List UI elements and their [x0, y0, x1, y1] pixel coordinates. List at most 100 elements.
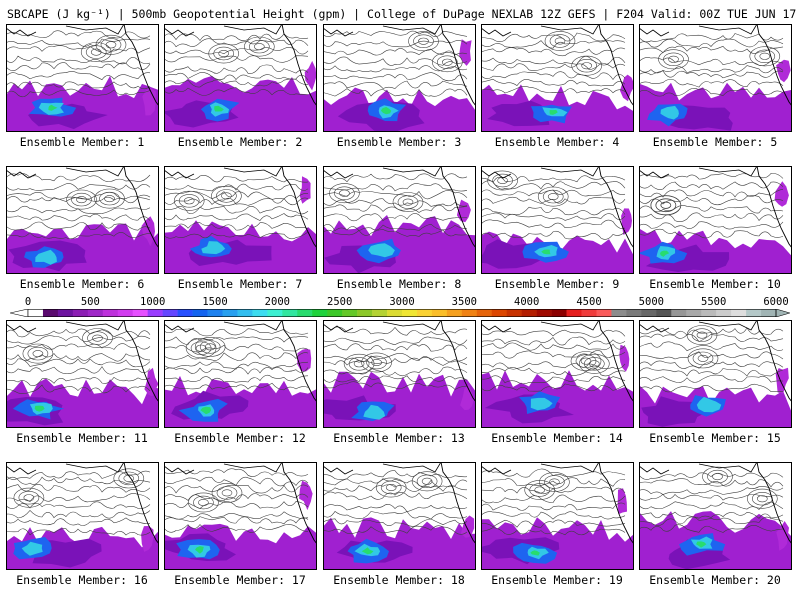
coastline	[598, 166, 634, 249]
height-contour	[639, 472, 784, 480]
height-contour	[76, 196, 87, 204]
colorbar-swatch	[192, 309, 208, 317]
height-contour	[481, 212, 626, 221]
colorbar-swatch	[581, 309, 597, 317]
colorbar-swatch	[252, 309, 268, 317]
coastline	[481, 166, 600, 179]
height-contour	[164, 183, 309, 192]
height-contour	[193, 495, 214, 510]
height-contour	[487, 170, 518, 191]
height-contour	[6, 183, 151, 191]
height-contour	[385, 483, 397, 491]
colorbar-swatch	[431, 309, 448, 317]
height-contour	[749, 46, 781, 67]
colorbar-tick-label: 6000	[763, 296, 789, 308]
height-contour	[254, 43, 265, 51]
height-contour	[6, 328, 151, 338]
height-contour	[481, 477, 626, 487]
ensemble-member-label: Ensemble Member: 17	[174, 573, 306, 587]
coastline	[164, 462, 283, 475]
height-contour	[13, 487, 45, 508]
height-contour	[164, 231, 309, 240]
sbcape-map	[481, 166, 634, 274]
coastline	[164, 24, 283, 37]
height-contour	[6, 205, 151, 215]
colorbar-arrow-right	[775, 309, 790, 317]
height-contour	[99, 191, 120, 206]
ensemble-member-label: Ensemble Member: 6	[19, 277, 145, 291]
height-contour	[94, 188, 125, 209]
colorbar-swatch	[416, 309, 433, 317]
height-contour	[639, 212, 784, 222]
height-contour	[6, 343, 151, 350]
height-contour	[639, 189, 784, 198]
height-contour	[639, 501, 784, 510]
height-contour	[323, 40, 468, 48]
height-contour	[6, 358, 151, 368]
coastline	[323, 320, 442, 333]
height-contour	[22, 343, 54, 364]
height-contour	[6, 366, 151, 375]
colorbar: 0 500 1000 1500 2000 2500 3000 3500 4000 4500 5000…	[10, 296, 790, 318]
height-contour	[380, 480, 402, 495]
height-contour	[323, 491, 468, 501]
height-contour	[27, 346, 49, 361]
height-contour	[6, 376, 151, 386]
coastline	[440, 166, 476, 249]
ensemble-panel-4	[481, 24, 634, 132]
height-contour	[663, 52, 684, 66]
height-contour	[164, 343, 309, 353]
height-contour	[323, 343, 468, 352]
height-contour	[323, 510, 468, 520]
ensemble-panel-1	[6, 24, 159, 132]
sbcape-map	[323, 320, 476, 428]
sbcape-map	[164, 166, 317, 274]
ensemble-panel-7	[164, 166, 317, 274]
height-contour	[639, 228, 784, 239]
ensemble-member-label: Ensemble Member: 18	[333, 573, 465, 587]
sbcape-map	[6, 320, 159, 428]
height-contour	[639, 374, 784, 384]
coastline	[281, 320, 317, 403]
height-contour	[164, 87, 309, 96]
height-contour	[759, 52, 771, 60]
height-contour	[549, 478, 560, 486]
sbcape-map	[481, 320, 634, 428]
ensemble-member-label: Ensemble Member: 20	[649, 573, 781, 587]
height-contour	[164, 213, 309, 221]
height-contour	[6, 335, 151, 345]
height-contour	[544, 475, 565, 489]
height-contour	[329, 183, 360, 204]
height-contour	[216, 189, 237, 203]
height-contour	[402, 198, 414, 206]
ensemble-member-label: Ensemble Member: 12	[174, 431, 306, 445]
height-contour	[481, 494, 626, 504]
height-contour	[6, 528, 151, 536]
height-contour	[343, 353, 375, 374]
colorbar-tick-label: 4500	[576, 296, 602, 308]
height-contour	[554, 37, 566, 45]
height-contour	[639, 367, 784, 377]
height-contour	[581, 62, 592, 70]
coastline	[639, 320, 758, 333]
height-contour	[323, 381, 468, 390]
sbcape-map	[164, 320, 317, 428]
height-contour	[164, 511, 309, 520]
height-contour	[188, 492, 219, 513]
height-contour	[323, 326, 468, 336]
colorbar-swatch	[357, 309, 373, 317]
height-contour	[481, 71, 626, 81]
height-contour	[164, 516, 309, 525]
colorbar-tick-label: 5500	[701, 296, 727, 308]
height-contour	[6, 192, 151, 200]
coastline	[6, 24, 125, 37]
coastline	[598, 24, 634, 107]
height-contour	[481, 519, 626, 528]
height-contour	[408, 31, 439, 52]
colorbar-swatch	[686, 309, 702, 317]
colorbar-swatch	[491, 309, 508, 317]
sbcape-map	[323, 462, 476, 570]
coastline	[639, 24, 758, 37]
colorbar-swatch	[312, 309, 328, 317]
height-contour	[6, 470, 151, 480]
